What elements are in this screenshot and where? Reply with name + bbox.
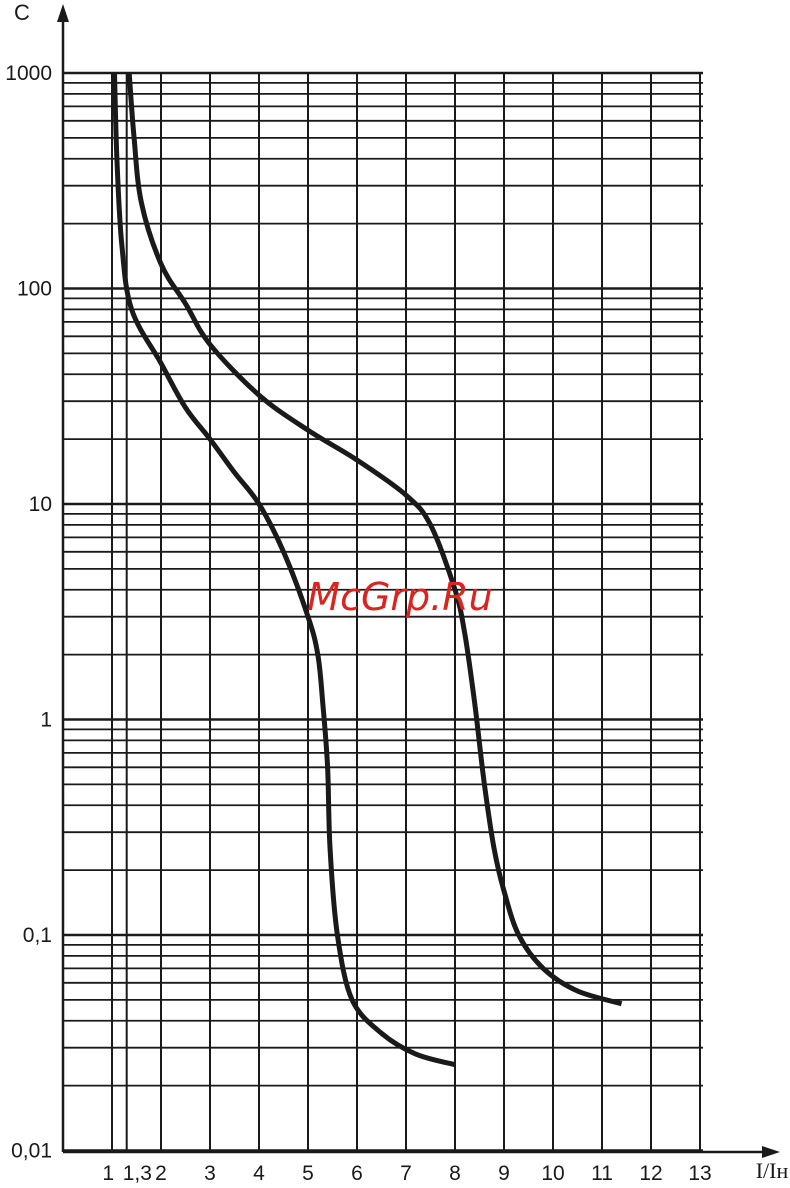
y-tick-label: 0,1 [23, 924, 52, 947]
grid [63, 71, 703, 1152]
x-axis-arrow-icon [762, 1146, 780, 1158]
axes [57, 4, 780, 1158]
x-tick-labels: 1 1,3 2 3 4 5 6 7 8 9 10 11 12 13 [102, 1162, 711, 1185]
x-tick-label: 2 [155, 1162, 167, 1185]
x-tick-label: 3 [204, 1162, 216, 1185]
watermark: McGrp.Ru [307, 575, 492, 619]
x-tick-label: 8 [449, 1162, 461, 1185]
x-tick-label: 12 [639, 1162, 662, 1185]
x-tick-label: 11 [591, 1162, 613, 1185]
x-tick-label: 10 [541, 1162, 564, 1185]
series-line-1 [112, 72, 456, 1068]
y-axis-title: С [14, 0, 30, 25]
y-tick-label: 1000 [5, 62, 52, 85]
series-line-2 [126, 72, 623, 1007]
x-tick-label: 5 [302, 1162, 314, 1185]
y-tick-label: 1 [40, 709, 52, 732]
y-axis-arrow-icon [57, 4, 69, 22]
y-tick-labels: 1000 100 10 1 0,1 0,01 [5, 62, 52, 1163]
x-tick-label: 1 [102, 1162, 114, 1185]
curves [112, 72, 623, 1068]
y-tick-label: 0,01 [11, 1140, 52, 1163]
x-tick-label: 13 [688, 1162, 711, 1185]
x-tick-label: 1,3 [123, 1162, 152, 1185]
x-tick-label: 6 [351, 1162, 363, 1185]
x-tick-label: 4 [253, 1162, 265, 1185]
y-tick-label: 100 [17, 278, 52, 301]
x-tick-label: 9 [498, 1162, 510, 1185]
y-tick-label: 10 [29, 493, 52, 516]
x-tick-label: 7 [400, 1162, 412, 1185]
x-axis-title: I/Iн [756, 1158, 789, 1183]
